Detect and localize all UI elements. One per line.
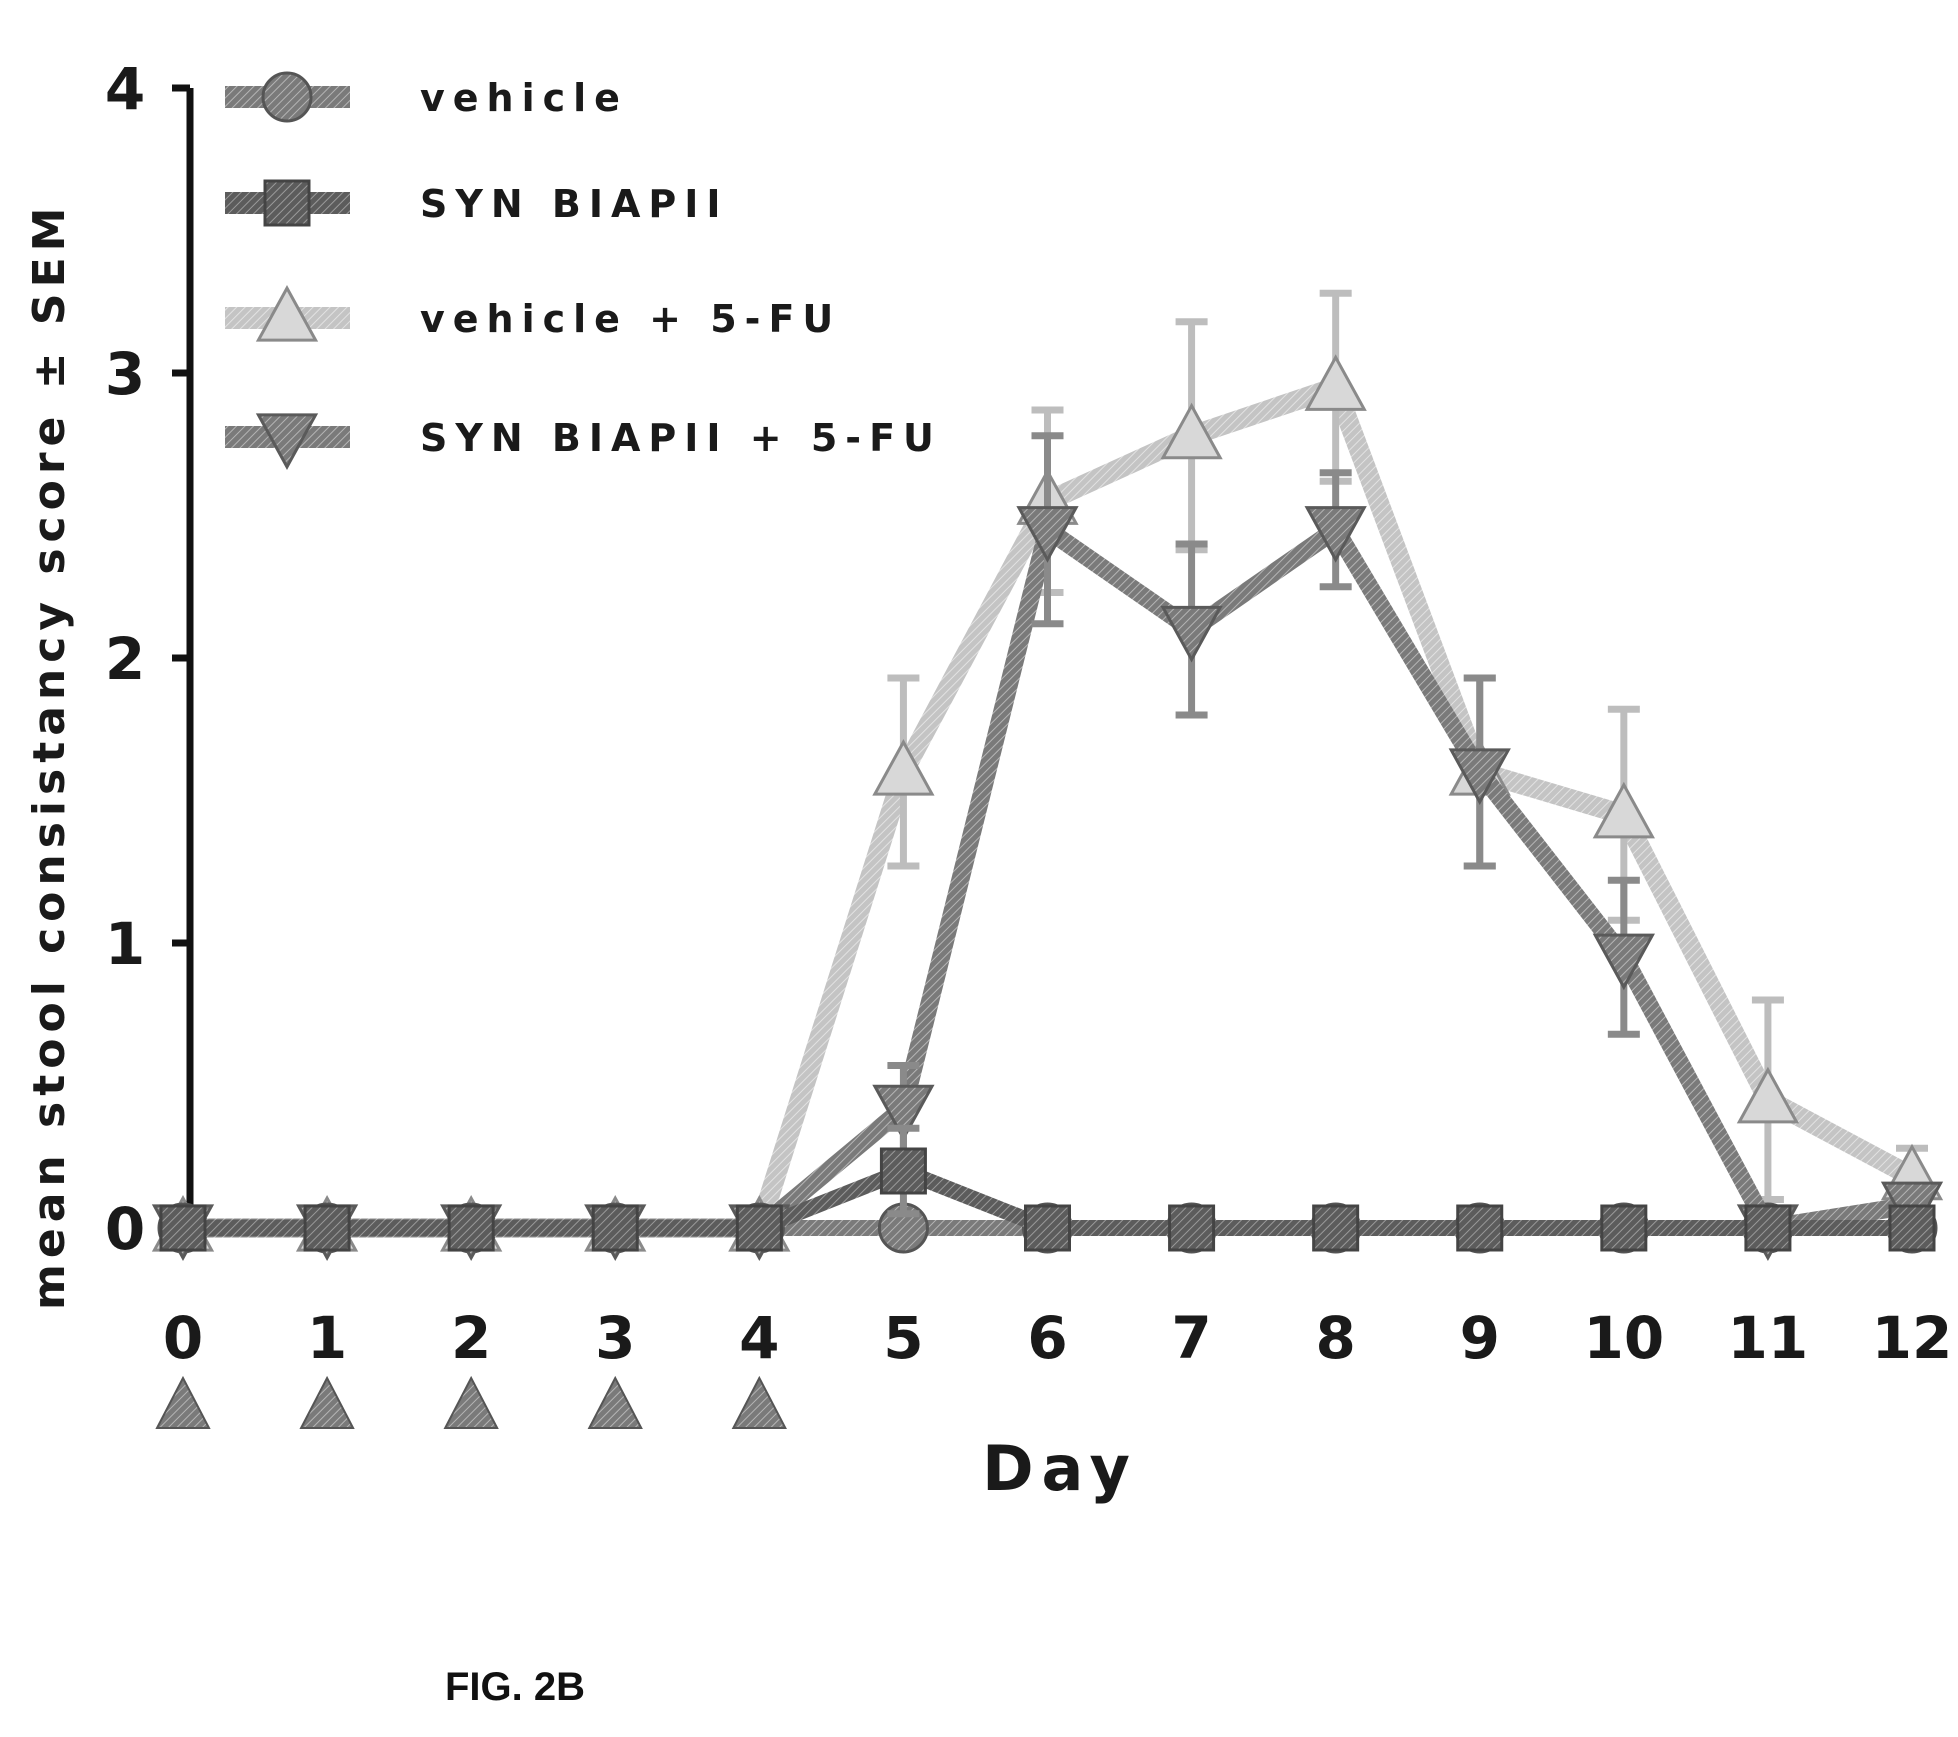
series-1 bbox=[159, 1124, 1936, 1252]
x-tick-label-11: 11 bbox=[1728, 1304, 1809, 1372]
series-layer bbox=[151, 289, 1944, 1262]
x-tick-label-2: 2 bbox=[451, 1304, 491, 1372]
x-tick-label-12: 12 bbox=[1872, 1304, 1953, 1372]
dose-marker-1 bbox=[299, 1375, 355, 1429]
x-tick-label-4: 4 bbox=[739, 1304, 779, 1372]
data-point-1-7 bbox=[1168, 1204, 1216, 1252]
legend: vehicle SYN BIAPII vehicle + 5-FU SYN BIAPI… bbox=[225, 71, 942, 471]
data-point-1-5 bbox=[879, 1147, 927, 1195]
data-point-1-8 bbox=[1312, 1204, 1360, 1252]
data-point-1-1 bbox=[303, 1204, 351, 1252]
x-ticks: 0 1 2 3 4 5 6 7 8 9 10 11 12 bbox=[163, 1304, 1953, 1372]
data-point-3-5 bbox=[872, 1084, 935, 1142]
x-tick-label-1: 1 bbox=[307, 1304, 347, 1372]
data-point-2-5 bbox=[872, 738, 935, 796]
legend-label-1: SYN BIAPII bbox=[420, 182, 729, 226]
y-tick-label-2: 2 bbox=[105, 625, 145, 693]
y-tick-label-4: 4 bbox=[105, 55, 145, 123]
legend-marker-1 bbox=[263, 179, 311, 227]
data-point-3-9 bbox=[1448, 748, 1511, 806]
legend-label-3: SYN BIAPII + 5-FU bbox=[420, 416, 942, 460]
y-axis-title: mean stool consistancy score ± SEM bbox=[24, 202, 75, 1310]
legend-marker-2 bbox=[255, 284, 319, 342]
dose-marker-3 bbox=[587, 1375, 643, 1429]
y-ticks: 0 1 2 3 4 bbox=[105, 55, 190, 1263]
y-tick-label-0: 0 bbox=[105, 1195, 145, 1263]
data-point-1-12 bbox=[1888, 1204, 1936, 1252]
data-point-2-11 bbox=[1736, 1066, 1800, 1124]
x-tick-label-3: 3 bbox=[595, 1304, 635, 1372]
legend-label-2: vehicle + 5-FU bbox=[420, 297, 841, 341]
y-tick-label-1: 1 bbox=[105, 910, 145, 978]
data-point-1-3 bbox=[591, 1204, 639, 1252]
y-tick-label-3: 3 bbox=[105, 340, 145, 408]
data-point-1-6 bbox=[1024, 1204, 1071, 1252]
figure-caption: FIG. 2B bbox=[445, 1665, 585, 1709]
data-point-3-7 bbox=[1160, 605, 1223, 663]
legend-marker-0 bbox=[261, 71, 313, 123]
data-point-1-10 bbox=[1600, 1204, 1648, 1252]
x-tick-label-9: 9 bbox=[1460, 1304, 1500, 1372]
data-point-3-10 bbox=[1592, 933, 1655, 991]
data-point-1-11 bbox=[1744, 1204, 1792, 1252]
x-tick-label-6: 6 bbox=[1027, 1304, 1067, 1372]
data-point-1-2 bbox=[447, 1204, 495, 1252]
series-3 bbox=[151, 432, 1944, 1262]
dose-marker-0 bbox=[155, 1375, 211, 1429]
data-point-2-7 bbox=[1160, 402, 1223, 460]
dose-marker-4 bbox=[731, 1375, 787, 1429]
x-tick-label-7: 7 bbox=[1171, 1304, 1211, 1372]
data-point-3-6 bbox=[1016, 506, 1079, 563]
data-point-1-9 bbox=[1456, 1204, 1504, 1252]
dose-markers bbox=[155, 1375, 787, 1429]
data-point-1-0 bbox=[159, 1204, 207, 1252]
x-tick-label-10: 10 bbox=[1583, 1304, 1664, 1372]
data-point-3-8 bbox=[1304, 506, 1367, 563]
legend-marker-3 bbox=[255, 413, 319, 471]
data-point-2-8 bbox=[1304, 354, 1367, 411]
data-point-1-4 bbox=[735, 1204, 783, 1252]
x-tick-label-5: 5 bbox=[883, 1304, 923, 1372]
x-axis-title: Day bbox=[982, 1432, 1138, 1505]
data-point-2-10 bbox=[1592, 781, 1655, 839]
x-tick-label-0: 0 bbox=[163, 1304, 203, 1372]
dose-marker-2 bbox=[443, 1375, 499, 1429]
legend-label-0: vehicle bbox=[420, 76, 628, 120]
x-tick-label-8: 8 bbox=[1315, 1304, 1355, 1372]
